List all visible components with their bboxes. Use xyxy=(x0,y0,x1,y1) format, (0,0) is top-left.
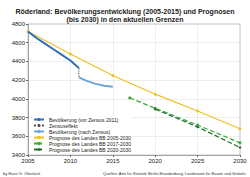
svg-text:Prognose des Landes BB 2005-20: Prognose des Landes BB 2005-2030 xyxy=(49,134,131,141)
svg-text:(bis 2030) in den aktuellen Gr: (bis 2030) in den aktuellen Grenzen xyxy=(66,16,183,24)
svg-text:2015: 2015 xyxy=(106,158,120,164)
svg-text:Röderland: Bevölkerungsentwick: Röderland: Bevölkerungsentwicklung (2005… xyxy=(16,8,235,16)
svg-text:4800: 4800 xyxy=(12,21,26,27)
svg-text:by Hans G. Oberlack: by Hans G. Oberlack xyxy=(3,171,40,176)
svg-text:2030: 2030 xyxy=(233,158,247,164)
svg-text:2005: 2005 xyxy=(21,158,35,164)
svg-text:Prognose des Landes BB 2020-20: Prognose des Landes BB 2020-2030 xyxy=(49,147,131,153)
svg-text:4200: 4200 xyxy=(12,77,26,83)
svg-text:2010: 2010 xyxy=(64,158,78,164)
svg-text:Quellen: Amt für Statistik Ber: Quellen: Amt für Statistik Berlin-Brande… xyxy=(103,171,246,176)
svg-text:3600: 3600 xyxy=(12,133,26,139)
svg-text:Prognose des Landes BB 2017-20: Prognose des Landes BB 2017-2030 xyxy=(49,140,131,147)
svg-text:Bevölkerung (vor Zensus 2011): Bevölkerung (vor Zensus 2011) xyxy=(49,116,119,123)
svg-text:Zensuseffekt: Zensuseffekt xyxy=(49,122,78,129)
svg-text:Bevölkerung (nach Zensus): Bevölkerung (nach Zensus) xyxy=(49,128,111,135)
svg-text:4400: 4400 xyxy=(12,58,26,64)
svg-text:2020: 2020 xyxy=(149,158,163,164)
svg-text:4600: 4600 xyxy=(12,40,26,46)
svg-text:2025: 2025 xyxy=(191,158,205,164)
svg-text:3400: 3400 xyxy=(11,152,25,158)
svg-text:3800: 3800 xyxy=(12,115,26,121)
svg-text:4000: 4000 xyxy=(12,96,26,102)
